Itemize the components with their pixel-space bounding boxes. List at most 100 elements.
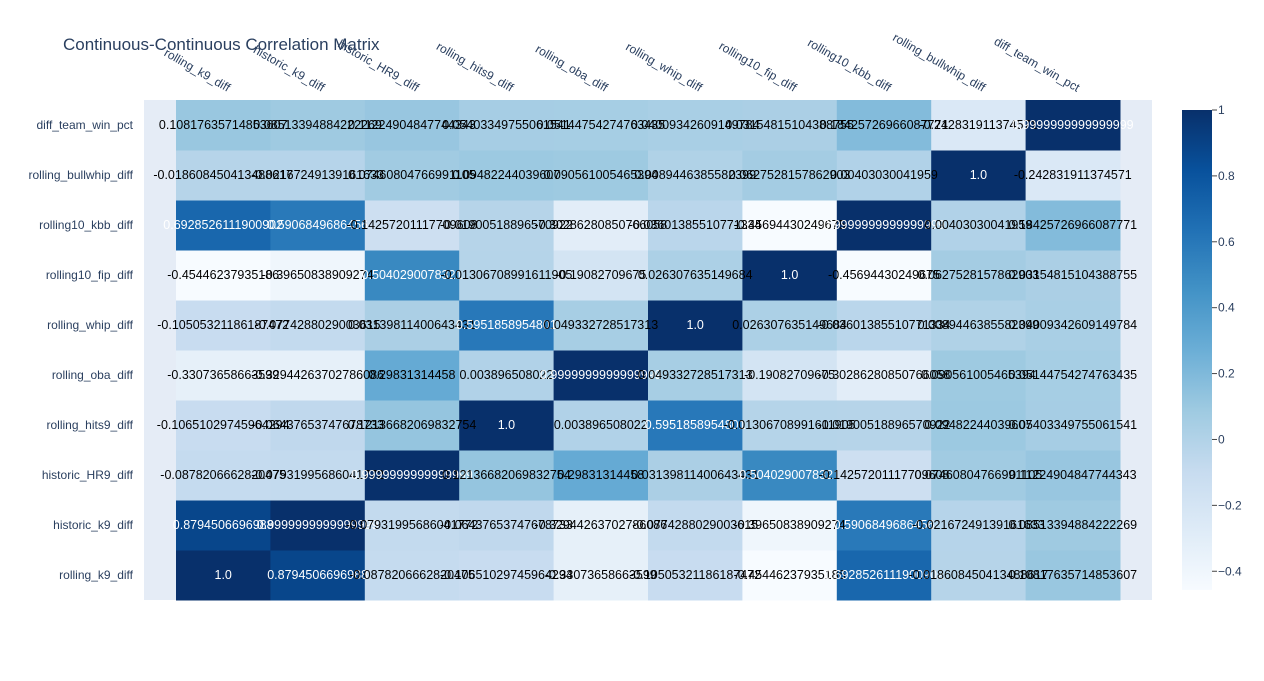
heatmap-cell[interactable]	[553, 100, 649, 151]
heatmap-cell[interactable]	[742, 250, 838, 301]
heatmap-cell[interactable]	[836, 150, 932, 201]
heatmap-cell[interactable]	[364, 100, 460, 151]
heatmap-cell[interactable]	[364, 500, 460, 551]
heatmap-cell[interactable]	[648, 150, 743, 201]
heatmap-cell[interactable]	[270, 100, 366, 151]
heatmap-cell[interactable]	[176, 450, 271, 501]
heatmap-cell[interactable]	[1025, 400, 1121, 451]
heatmap-cell[interactable]	[1025, 350, 1121, 401]
heatmap-cell[interactable]	[459, 500, 555, 551]
heatmap-cell[interactable]	[648, 350, 743, 401]
heatmap-cell[interactable]	[364, 400, 460, 451]
heatmap-cell[interactable]	[931, 400, 1027, 451]
heatmap-cell[interactable]	[270, 450, 366, 501]
heatmap-cell[interactable]	[1025, 500, 1121, 551]
heatmap-cell[interactable]	[931, 500, 1027, 551]
heatmap-cell[interactable]	[1025, 300, 1121, 351]
heatmap-cell[interactable]	[364, 300, 460, 351]
heatmap-cell[interactable]	[742, 200, 838, 251]
heatmap-cell[interactable]	[364, 200, 460, 251]
heatmap-cell[interactable]	[553, 150, 649, 201]
heatmap-cell[interactable]	[931, 150, 1027, 201]
heatmap-cell[interactable]	[459, 400, 555, 451]
heatmap-cell[interactable]	[931, 250, 1027, 301]
heatmap-cell[interactable]	[836, 450, 932, 501]
heatmap-cell[interactable]	[1025, 150, 1121, 201]
heatmap-cell[interactable]	[1025, 550, 1121, 601]
heatmap-cell[interactable]	[648, 300, 743, 351]
heatmap-cell[interactable]	[648, 200, 743, 251]
heatmap-cell[interactable]	[648, 500, 743, 551]
heatmap-cell[interactable]	[553, 250, 649, 301]
heatmap-cell[interactable]	[364, 550, 460, 601]
heatmap-cell[interactable]	[459, 200, 555, 251]
heatmap-cell[interactable]	[931, 200, 1027, 251]
heatmap-cell[interactable]	[742, 550, 838, 601]
heatmap-cell[interactable]	[176, 550, 271, 601]
heatmap-cell[interactable]	[364, 250, 460, 301]
heatmap-cell[interactable]	[176, 500, 271, 551]
heatmap-cell[interactable]	[553, 350, 649, 401]
heatmap-cell[interactable]	[836, 200, 932, 251]
heatmap-cell[interactable]	[176, 300, 271, 351]
heatmap-cell[interactable]	[742, 300, 838, 351]
heatmap-cell[interactable]	[459, 100, 555, 151]
heatmap-cell[interactable]	[742, 400, 838, 451]
heatmap-cell[interactable]	[553, 400, 649, 451]
heatmap-cell[interactable]	[553, 550, 649, 601]
heatmap-cell[interactable]	[270, 200, 366, 251]
heatmap-cell[interactable]	[931, 450, 1027, 501]
heatmap-cell[interactable]	[836, 300, 932, 351]
heatmap-cell[interactable]	[553, 200, 649, 251]
heatmap-cell[interactable]	[459, 350, 555, 401]
heatmap-cell[interactable]	[1025, 200, 1121, 251]
heatmap-cell[interactable]	[836, 350, 932, 401]
heatmap-cell[interactable]	[553, 450, 649, 501]
heatmap-cell[interactable]	[270, 300, 366, 351]
heatmap-cell[interactable]	[1025, 100, 1121, 151]
heatmap-cell[interactable]	[176, 200, 271, 251]
heatmap-cell[interactable]	[176, 400, 271, 451]
heatmap-cell[interactable]	[931, 300, 1027, 351]
heatmap-cells[interactable]	[176, 100, 1121, 601]
heatmap-cell[interactable]	[270, 500, 366, 551]
heatmap-cell[interactable]	[648, 550, 743, 601]
heatmap-cell[interactable]	[270, 350, 366, 401]
heatmap-cell[interactable]	[931, 100, 1027, 151]
heatmap-cell[interactable]	[176, 100, 271, 151]
heatmap-cell[interactable]	[1025, 250, 1121, 301]
heatmap-cell[interactable]	[553, 300, 649, 351]
heatmap-cell[interactable]	[931, 350, 1027, 401]
heatmap-cell[interactable]	[459, 450, 555, 501]
heatmap-cell[interactable]	[176, 350, 271, 401]
heatmap-cell[interactable]	[459, 150, 555, 201]
heatmap-cell[interactable]	[742, 150, 838, 201]
heatmap-cell[interactable]	[648, 400, 743, 451]
heatmap-cell[interactable]	[648, 250, 743, 301]
heatmap-cell[interactable]	[648, 450, 743, 501]
heatmap-cell[interactable]	[742, 500, 838, 551]
heatmap-cell[interactable]	[1025, 450, 1121, 501]
heatmap-cell[interactable]	[176, 250, 271, 301]
heatmap-cell[interactable]	[836, 100, 932, 151]
heatmap-cell[interactable]	[742, 100, 838, 151]
heatmap-cell[interactable]	[459, 250, 555, 301]
heatmap-cell[interactable]	[364, 150, 460, 201]
heatmap-cell[interactable]	[270, 400, 366, 451]
heatmap-cell[interactable]	[742, 350, 838, 401]
heatmap-cell[interactable]	[836, 250, 932, 301]
heatmap-cell[interactable]	[364, 350, 460, 401]
heatmap-cell[interactable]	[364, 450, 460, 501]
heatmap-cell[interactable]	[836, 550, 932, 601]
heatmap-cell[interactable]	[836, 400, 932, 451]
heatmap-cell[interactable]	[742, 450, 838, 501]
heatmap-cell[interactable]	[270, 150, 366, 201]
heatmap-cell[interactable]	[459, 550, 555, 601]
heatmap-cell[interactable]	[270, 250, 366, 301]
heatmap-cell[interactable]	[270, 550, 366, 601]
heatmap-cell[interactable]	[648, 100, 743, 151]
heatmap-cell[interactable]	[459, 300, 555, 351]
heatmap-cell[interactable]	[176, 150, 271, 201]
heatmap-cell[interactable]	[553, 500, 649, 551]
heatmap-cell[interactable]	[931, 550, 1027, 601]
